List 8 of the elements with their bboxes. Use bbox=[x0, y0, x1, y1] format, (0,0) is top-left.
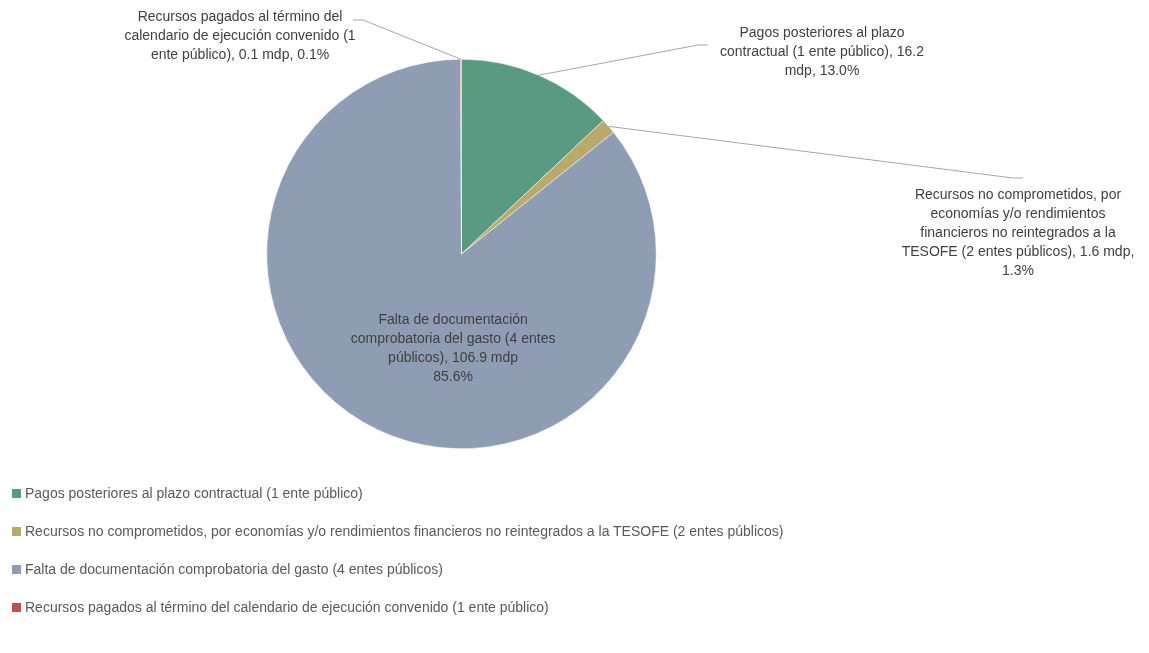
data-label: Pagos posteriores al plazo contractual (1 ente público), 16.2 mdp, 13.0% bbox=[720, 23, 925, 78]
legend-label: Falta de documentación comprobatoria del gasto (4 entes públicos) bbox=[25, 561, 443, 577]
data-label: Recursos pagados al término del calendario de ejecución convenido (1 ente público), 0.1 mdp, 0.1% bbox=[124, 7, 356, 62]
legend-label: Pagos posteriores al plazo contractual (1 ente público) bbox=[25, 485, 363, 501]
data-label: Recursos no comprometidos, por economías y/o rendimientos financieros no reintegrados a la TESOFE (2 entes públicos), 1.6 mdp, 1.3% bbox=[901, 185, 1135, 278]
data-label: Falta de documentación comprobatoria del gasto (4 entes públicos), 106.9 mdp 85.6% bbox=[350, 310, 556, 384]
legend-label: Recursos no comprometidos, por economías y/o rendimientos financieros no reintegrados a la TESOFE (2 entes públicos) bbox=[25, 523, 784, 539]
legend-label: Recursos pagados al término del calendario de ejecución convenido (1 ente público) bbox=[25, 599, 549, 615]
